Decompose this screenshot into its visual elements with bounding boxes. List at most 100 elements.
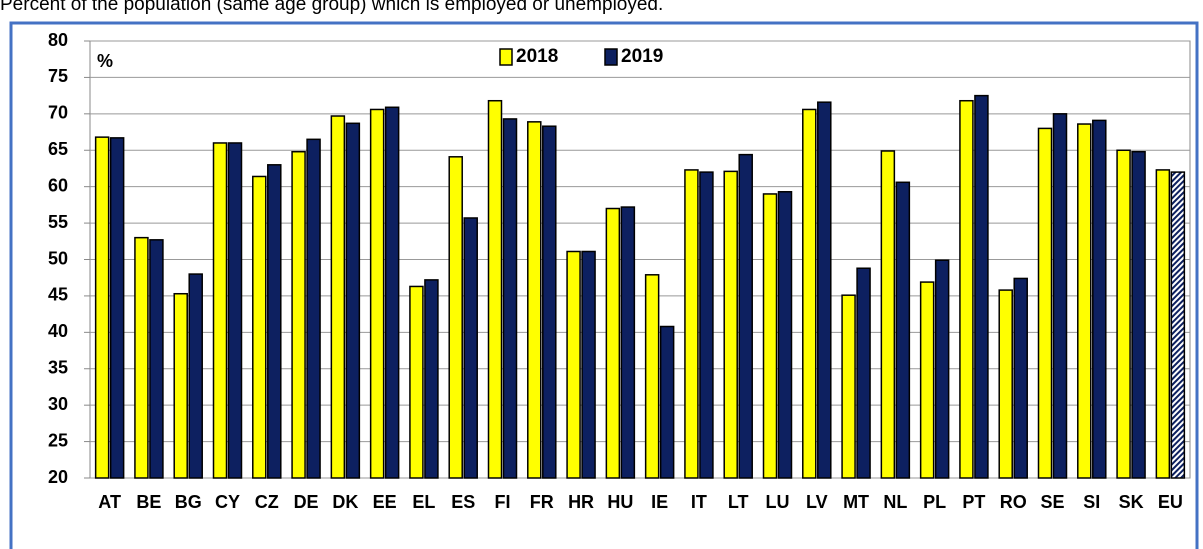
bar bbox=[620, 206, 636, 479]
x-tick-label: LU bbox=[766, 492, 790, 512]
bar bbox=[134, 236, 149, 479]
x-tick-label: MT bbox=[843, 492, 869, 512]
y-tick-label: 45 bbox=[48, 285, 68, 305]
y-tick-label: 75 bbox=[48, 66, 68, 86]
x-tick-label: AT bbox=[98, 492, 121, 512]
bar bbox=[644, 274, 660, 479]
bar bbox=[959, 99, 974, 479]
bar bbox=[777, 191, 793, 479]
x-tick-label: BE bbox=[136, 492, 161, 512]
bar bbox=[369, 108, 385, 479]
bar bbox=[487, 99, 503, 479]
y-tick-label: 55 bbox=[48, 212, 68, 232]
bar bbox=[738, 153, 753, 479]
bar bbox=[1116, 149, 1131, 479]
legend-swatch bbox=[499, 48, 513, 66]
bar bbox=[1092, 119, 1107, 479]
bar bbox=[409, 285, 424, 479]
bar bbox=[306, 138, 321, 479]
bar bbox=[345, 122, 361, 479]
bar bbox=[109, 137, 125, 479]
bar bbox=[1077, 123, 1092, 479]
x-tick-label: ES bbox=[451, 492, 475, 512]
bar bbox=[252, 175, 267, 479]
y-tick-label: 70 bbox=[48, 103, 68, 123]
x-tick-label: HU bbox=[607, 492, 633, 512]
bar bbox=[502, 118, 518, 479]
y-tick-label: 20 bbox=[48, 467, 68, 487]
bar bbox=[934, 259, 950, 479]
bar bbox=[605, 207, 621, 479]
bar bbox=[974, 94, 989, 479]
x-tick-label: PL bbox=[923, 492, 946, 512]
y-tick-label: 30 bbox=[48, 394, 68, 414]
bar bbox=[1170, 171, 1186, 479]
x-tick-label: FR bbox=[530, 492, 554, 512]
y-tick-label: 80 bbox=[48, 30, 68, 50]
bar bbox=[919, 281, 935, 479]
bar bbox=[581, 250, 596, 479]
bar bbox=[998, 289, 1013, 479]
x-tick-label: FI bbox=[495, 492, 511, 512]
bar bbox=[723, 170, 738, 479]
bar bbox=[424, 279, 439, 479]
x-tick-label: BG bbox=[175, 492, 202, 512]
bar bbox=[227, 142, 243, 479]
y-tick-label: 60 bbox=[48, 175, 68, 195]
legend-label: 2018 bbox=[516, 46, 558, 67]
bar bbox=[291, 150, 306, 479]
x-tick-label: EU bbox=[1158, 492, 1183, 512]
x-tick-label: EL bbox=[412, 492, 435, 512]
bar bbox=[149, 239, 164, 479]
x-tick-label: LV bbox=[806, 492, 828, 512]
x-tick-label: RO bbox=[1000, 492, 1027, 512]
bar bbox=[94, 136, 110, 479]
bar bbox=[856, 267, 871, 479]
bar bbox=[762, 193, 778, 479]
bar bbox=[1131, 150, 1146, 479]
x-tick-label: CY bbox=[215, 492, 240, 512]
x-tick-label: SE bbox=[1040, 492, 1064, 512]
bar bbox=[212, 142, 228, 479]
x-tick-label: LT bbox=[728, 492, 749, 512]
bar bbox=[817, 101, 832, 479]
x-tick-label: SK bbox=[1119, 492, 1144, 512]
x-tick-label: IE bbox=[651, 492, 668, 512]
y-tick-label: 65 bbox=[48, 139, 68, 159]
bar bbox=[173, 292, 188, 479]
x-tick-label: HR bbox=[568, 492, 594, 512]
bar bbox=[527, 121, 542, 479]
bar bbox=[880, 150, 896, 479]
bar bbox=[330, 115, 346, 479]
y-tick-label: 35 bbox=[48, 358, 68, 378]
bar bbox=[659, 325, 675, 479]
x-tick-label: IT bbox=[691, 492, 707, 512]
bar bbox=[1013, 277, 1028, 479]
x-tick-label: PT bbox=[962, 492, 985, 512]
bar bbox=[267, 164, 282, 479]
bar bbox=[448, 156, 463, 479]
unit-label: % bbox=[97, 51, 113, 71]
bar bbox=[542, 125, 557, 479]
bar bbox=[384, 106, 400, 479]
legend-label: 2019 bbox=[621, 46, 663, 67]
bar bbox=[802, 108, 817, 479]
bar bbox=[1052, 113, 1068, 479]
bar bbox=[895, 181, 911, 479]
y-tick-label: 25 bbox=[48, 430, 68, 450]
bar bbox=[841, 294, 856, 479]
legend-swatch bbox=[604, 48, 618, 66]
bar bbox=[684, 169, 699, 479]
x-tick-label: DK bbox=[332, 492, 358, 512]
x-tick-label: SI bbox=[1083, 492, 1100, 512]
x-tick-label: DE bbox=[294, 492, 319, 512]
x-tick-label: EE bbox=[373, 492, 397, 512]
y-tick-label: 40 bbox=[48, 321, 68, 341]
bar bbox=[1037, 127, 1053, 479]
chart-title: Percent of the population (same age grou… bbox=[0, 0, 663, 15]
bar bbox=[463, 217, 478, 479]
bar bbox=[1155, 169, 1171, 479]
y-tick-label: 50 bbox=[48, 248, 68, 268]
bar bbox=[699, 171, 714, 479]
